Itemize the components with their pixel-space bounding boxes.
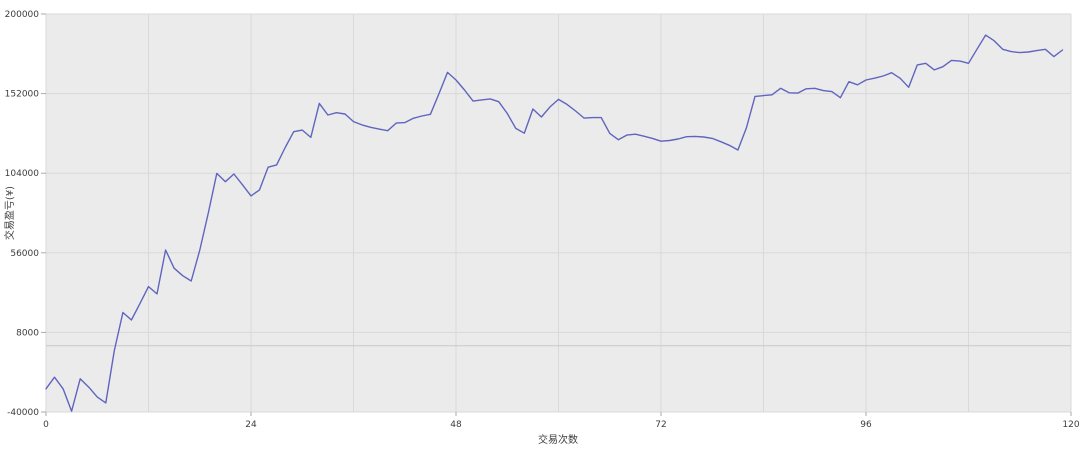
y-axis-label: 交易盈亏(¥) — [3, 186, 16, 240]
y-tick-label: 152000 — [5, 90, 40, 100]
x-tick-label: 96 — [860, 420, 872, 430]
y-tick-label: 200000 — [5, 10, 40, 20]
y-tick-label: 8000 — [16, 328, 39, 338]
y-tick-label: -40000 — [7, 408, 39, 418]
x-tick-label: 120 — [1062, 420, 1079, 430]
y-tick-label: 56000 — [10, 249, 39, 259]
profit-line — [45, 34, 1064, 412]
x-tick-label: 72 — [655, 420, 666, 430]
x-axis-label: 交易次数 — [538, 433, 578, 446]
x-tick-label: 48 — [450, 420, 462, 430]
x-tick-label: 0 — [43, 420, 49, 430]
y-tick-label: 104000 — [5, 169, 40, 179]
x-tick-label: 24 — [245, 420, 257, 430]
